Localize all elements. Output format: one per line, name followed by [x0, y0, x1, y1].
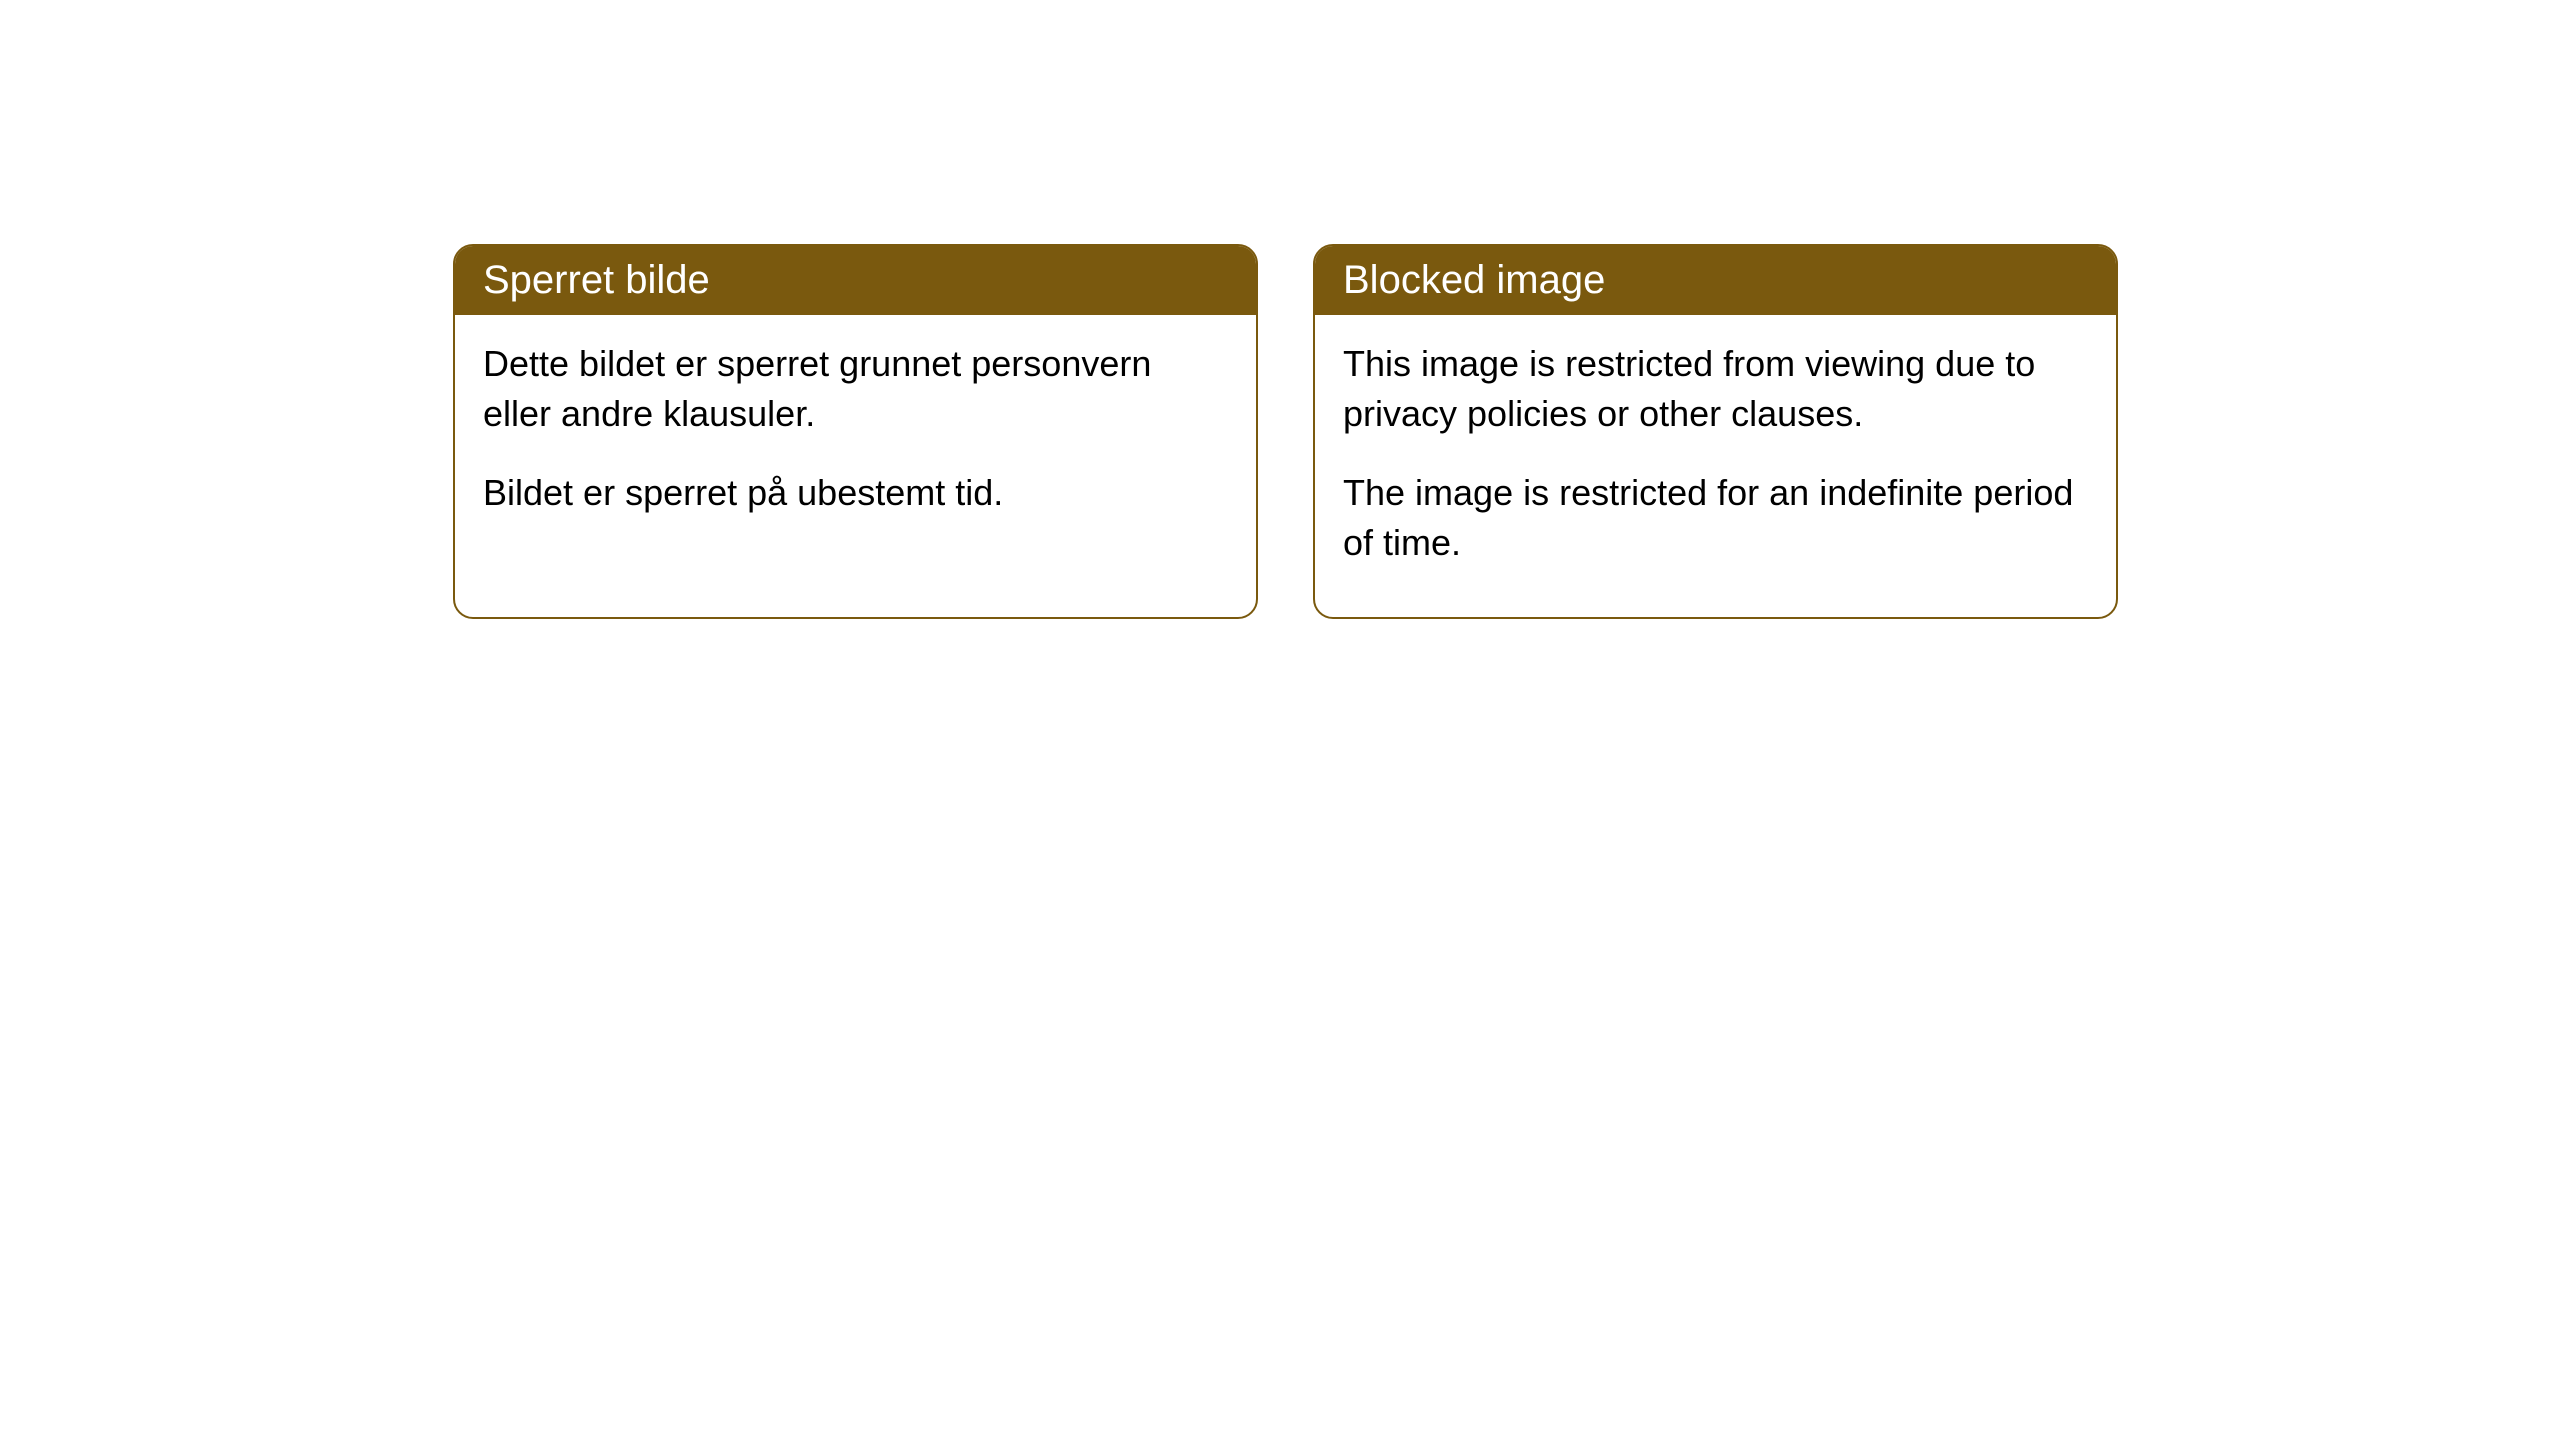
card-header-norwegian: Sperret bilde — [455, 246, 1256, 315]
card-body-norwegian: Dette bildet er sperret grunnet personve… — [455, 315, 1256, 566]
card-body-english: This image is restricted from viewing du… — [1315, 315, 2116, 617]
notice-cards-container: Sperret bilde Dette bildet er sperret gr… — [453, 244, 2118, 619]
norwegian-paragraph-1: Dette bildet er sperret grunnet personve… — [483, 339, 1228, 440]
card-header-english: Blocked image — [1315, 246, 2116, 315]
norwegian-paragraph-2: Bildet er sperret på ubestemt tid. — [483, 468, 1228, 518]
english-paragraph-2: The image is restricted for an indefinit… — [1343, 468, 2088, 569]
english-notice-card: Blocked image This image is restricted f… — [1313, 244, 2118, 619]
english-paragraph-1: This image is restricted from viewing du… — [1343, 339, 2088, 440]
norwegian-notice-card: Sperret bilde Dette bildet er sperret gr… — [453, 244, 1258, 619]
